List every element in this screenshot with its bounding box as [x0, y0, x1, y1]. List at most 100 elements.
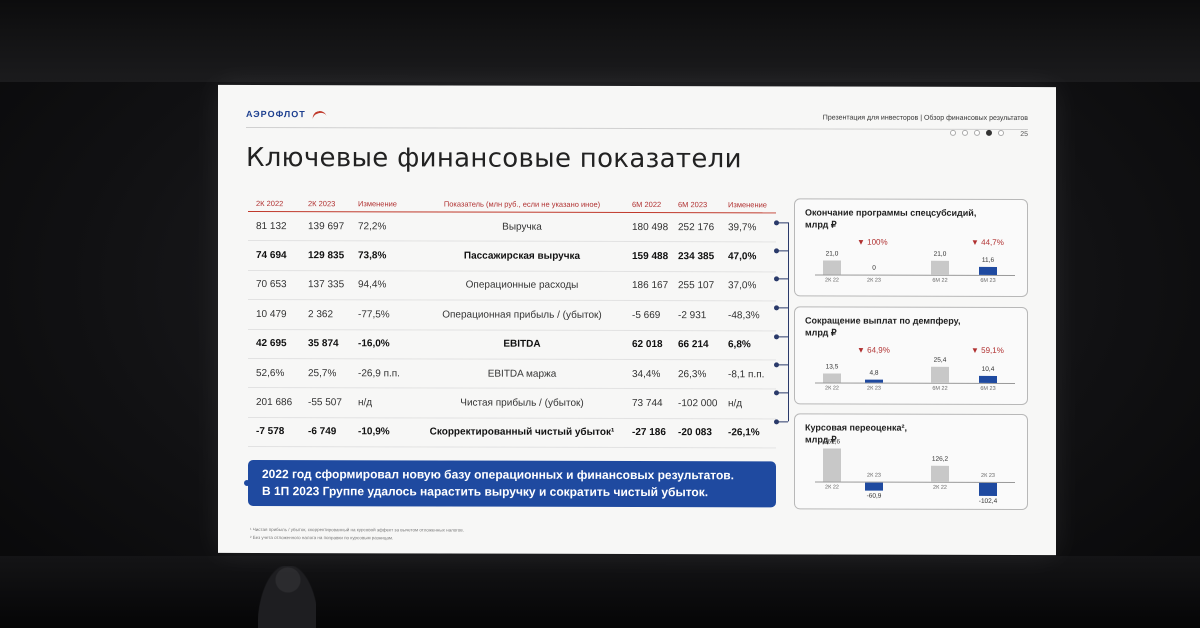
callout-line: В 1П 2023 Группе удалось нарастить выруч… [262, 484, 709, 500]
connector-line [778, 222, 788, 224]
table-header-row: 2К 2022 2К 2023 Изменение Показатель (мл… [248, 194, 776, 214]
bar-category-label: 6М 23 [980, 277, 996, 284]
table-cell: 70 653 [256, 279, 287, 291]
table-cell: 2 362 [308, 308, 334, 321]
connector-line [778, 364, 788, 366]
bar-mark [823, 373, 841, 383]
table-cell: н/д [358, 397, 373, 409]
table-cell: 62 018 [632, 339, 663, 351]
financial-table: 2К 2022 2К 2023 Изменение Показатель (мл… [248, 194, 776, 449]
table-cell: 42 695 [256, 338, 287, 350]
table-cell: -7 578 [256, 426, 285, 438]
table-cell: 39,7% [728, 221, 757, 233]
table-cell: 252 176 [678, 221, 715, 233]
panel-title-unit: млрд ₽ [805, 219, 837, 230]
bar-mark [865, 379, 883, 383]
column-header: Показатель (млн руб., если не указано ин… [443, 198, 601, 209]
table-row: 201 686 -55 507 н/д Чистая прибыль / (убыто… [248, 388, 776, 420]
logo-wing-icon [311, 109, 327, 121]
change-indicator: ▼ 100% [857, 237, 888, 247]
footnote: ¹ Чистая прибыль / убыток, скорректирова… [250, 526, 464, 533]
connector-line [778, 307, 788, 309]
table-cell: 74 694 [256, 250, 287, 262]
table-cell: -8,1 п.п. [728, 368, 765, 380]
page-number: 25 [1020, 131, 1028, 139]
table-cell: -26,9 п.п. [358, 367, 400, 380]
footnote: ² Без учета отложенного налога на поправ… [250, 534, 394, 541]
table-cell: 73 744 [632, 398, 663, 410]
bar-mark [823, 260, 841, 275]
table-cell: -55 507 [308, 397, 342, 409]
bar-value-label: 0 [872, 264, 876, 272]
table-cell: 26,3% [678, 368, 707, 380]
bar-category-label: 6М 22 [932, 277, 948, 284]
table-cell: 35 874 [308, 338, 339, 350]
header-divider [246, 126, 1028, 131]
bar-mark [931, 366, 949, 383]
table-cell: 10 479 [256, 308, 287, 320]
metric-name: Операционные расходы [465, 280, 579, 292]
table-row: 70 653 137 335 94,4% Операционные расходы 18… [248, 270, 776, 302]
aeroflot-logo: АЭРОФЛОТ [246, 108, 306, 120]
table-cell: 34,4% [632, 368, 661, 380]
table-cell: 94,4% [358, 279, 387, 291]
table-cell: 73,8% [358, 250, 387, 262]
panel-title-line: Окончание программы спецсубсидий, [805, 207, 977, 218]
panel-title-unit: млрд ₽ [805, 327, 837, 338]
bar-category-label: 6М 23 [980, 385, 996, 392]
bar-value-label: -102,4 [978, 497, 998, 505]
table-cell: 255 107 [678, 280, 715, 292]
table-row: -7 578 -6 749 -10,9% Скорректированный чист… [248, 417, 776, 449]
bar-mark [823, 448, 841, 482]
table-body: 81 132 139 697 72,2% Выручка 180 498 252 176 3… [248, 211, 776, 449]
table-row: 10 479 2 362 -77,5% Операционная прибыль / … [248, 300, 776, 331]
bar-value-label: 21,0 [825, 250, 839, 258]
table-cell: -102 000 [678, 398, 718, 410]
bar-value-label: -60,9 [866, 492, 882, 500]
table-cell: -2 931 [678, 309, 707, 322]
table-cell: -16,0% [358, 338, 390, 350]
connector-line [778, 278, 788, 280]
metric-name: Пассажирская выручка [463, 250, 581, 262]
table-cell: 66 214 [678, 339, 709, 351]
metric-name: Выручка [502, 221, 542, 233]
table-row: 42 695 35 874 -16,0% EBITDA 62 018 66 214 6,8% [248, 329, 776, 361]
table-cell: -20 083 [678, 427, 712, 439]
table-cell: -27 186 [632, 427, 666, 439]
progress-dot [974, 129, 980, 136]
bar-category-label: 2К 23 [867, 277, 881, 284]
bar-category-label: 2К 23 [867, 385, 881, 392]
panel-title: Окончание программы спецсубсидий, млрд ₽ [805, 206, 976, 230]
connector-line [778, 392, 788, 394]
progress-dot-active [986, 129, 992, 136]
callout-line: 2022 год сформировал новую базу операцио… [262, 467, 735, 483]
table-cell: -10,9% [358, 426, 390, 438]
change-indicator: ▼ 59,1% [971, 345, 1004, 355]
summary-callout: 2022 год сформировал новую базу операцио… [248, 459, 776, 508]
connector-line [778, 250, 788, 252]
dark-floor [0, 556, 1200, 628]
bar-category-label: 2К 23 [867, 472, 881, 479]
column-header: 6М 2022 [632, 199, 662, 209]
table-cell: -26,1% [728, 427, 760, 439]
metric-name: EBITDA маржа [487, 368, 557, 380]
table-cell: -48,3% [728, 310, 760, 322]
table-cell: -5 669 [632, 309, 661, 321]
column-header: 2К 2022 [256, 198, 284, 208]
table-cell: 137 335 [308, 279, 345, 291]
table-row: 52,6% 25,7% -26,9 п.п. EBITDA маржа 34,4% 26,… [248, 358, 776, 390]
table-row: 74 694 129 835 73,8% Пассажирская выручка 15… [248, 241, 776, 273]
table-cell: 180 498 [632, 221, 669, 233]
table-cell: 234 385 [678, 251, 715, 263]
bar-category-label: 6М 22 [932, 385, 948, 392]
kpi-panel: Сокращение выплат по демпферу, млрд ₽ ▼ 64… [794, 306, 1028, 406]
metric-name: EBITDA [503, 338, 541, 350]
dark-wall [0, 0, 1200, 82]
bar-value-label: 261,6 [823, 438, 841, 446]
slide-title: Ключевые финансовые показатели [246, 142, 742, 175]
bar-value-label: 4,8 [869, 369, 879, 377]
connector-line [778, 421, 788, 423]
bar-mark [865, 482, 883, 491]
panel-title-line: Курсовая переоценка², [805, 422, 907, 433]
bar-category-label: 2К 22 [933, 484, 947, 491]
